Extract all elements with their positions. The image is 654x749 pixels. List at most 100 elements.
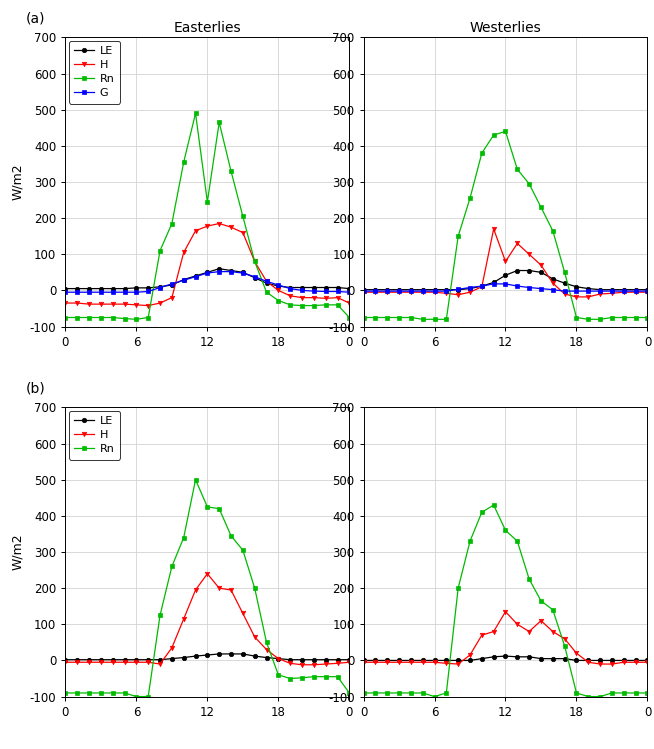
LE	[275, 654, 283, 663]
H	[513, 620, 521, 629]
Rn	[371, 688, 379, 697]
H	[145, 658, 152, 667]
LE	[442, 656, 450, 665]
H	[109, 658, 116, 667]
Y-axis label: W/m2: W/m2	[11, 164, 24, 200]
H	[310, 293, 318, 302]
H	[407, 288, 415, 297]
H	[203, 569, 211, 578]
H	[371, 658, 379, 667]
G	[168, 279, 176, 288]
G	[120, 288, 128, 297]
Rn	[250, 583, 258, 592]
G	[85, 288, 93, 297]
Rn	[585, 692, 593, 701]
H	[263, 645, 271, 654]
H	[310, 661, 318, 670]
LE	[286, 283, 294, 292]
H	[395, 658, 403, 667]
Rn	[334, 300, 341, 309]
Rn	[156, 610, 164, 619]
H	[203, 222, 211, 231]
Rn	[549, 226, 557, 235]
G	[572, 287, 580, 296]
Line: LE: LE	[63, 652, 352, 662]
Rn	[168, 219, 176, 228]
LE	[145, 655, 152, 664]
H	[455, 660, 462, 669]
LE	[263, 279, 271, 288]
H	[644, 658, 651, 667]
LE	[502, 270, 509, 279]
Rn	[525, 179, 533, 188]
H	[383, 658, 391, 667]
Rn	[585, 315, 593, 324]
H	[97, 300, 105, 309]
G	[73, 288, 81, 297]
H	[478, 631, 486, 640]
G	[334, 287, 341, 296]
LE	[560, 279, 568, 288]
Rn	[490, 130, 498, 139]
Line: H: H	[361, 227, 649, 299]
G	[608, 287, 616, 296]
LE	[310, 283, 318, 292]
H	[334, 293, 341, 302]
Rn	[250, 257, 258, 266]
H	[275, 286, 283, 295]
Rn	[537, 203, 545, 212]
G	[239, 269, 247, 278]
G	[133, 288, 141, 297]
Line: Rn: Rn	[361, 129, 649, 321]
LE	[168, 280, 176, 289]
LE	[298, 283, 306, 292]
Rn	[145, 313, 152, 322]
LE	[466, 656, 474, 665]
H	[97, 658, 105, 667]
G	[466, 283, 474, 292]
LE	[334, 655, 341, 664]
H	[620, 658, 628, 667]
LE	[360, 285, 368, 294]
Rn	[61, 688, 69, 697]
G	[286, 284, 294, 293]
LE	[585, 284, 593, 293]
Line: H: H	[361, 610, 649, 667]
Rn	[466, 194, 474, 203]
LE	[502, 652, 509, 661]
H	[502, 607, 509, 616]
Rn	[156, 246, 164, 255]
H	[192, 226, 199, 235]
H	[334, 659, 341, 668]
Rn	[572, 313, 580, 322]
H	[250, 632, 258, 641]
G	[371, 287, 379, 296]
LE	[419, 656, 426, 665]
Rn	[192, 476, 199, 485]
LE	[250, 273, 258, 282]
H	[442, 289, 450, 298]
Text: (a): (a)	[26, 12, 45, 26]
H	[298, 293, 306, 302]
H	[525, 249, 533, 258]
H	[632, 658, 640, 667]
H	[180, 614, 188, 623]
H	[632, 288, 640, 297]
Legend: LE, H, Rn: LE, H, Rn	[69, 410, 120, 460]
LE	[537, 268, 545, 277]
Rn	[168, 562, 176, 571]
H	[466, 651, 474, 660]
LE	[109, 655, 116, 664]
H	[168, 643, 176, 652]
LE	[215, 649, 223, 658]
LE	[215, 264, 223, 273]
H	[275, 654, 283, 663]
Rn	[275, 296, 283, 305]
Rn	[298, 301, 306, 310]
Rn	[298, 673, 306, 682]
G	[502, 279, 509, 288]
H	[322, 660, 330, 669]
G	[360, 287, 368, 296]
Rn	[227, 531, 235, 540]
Rn	[513, 537, 521, 546]
